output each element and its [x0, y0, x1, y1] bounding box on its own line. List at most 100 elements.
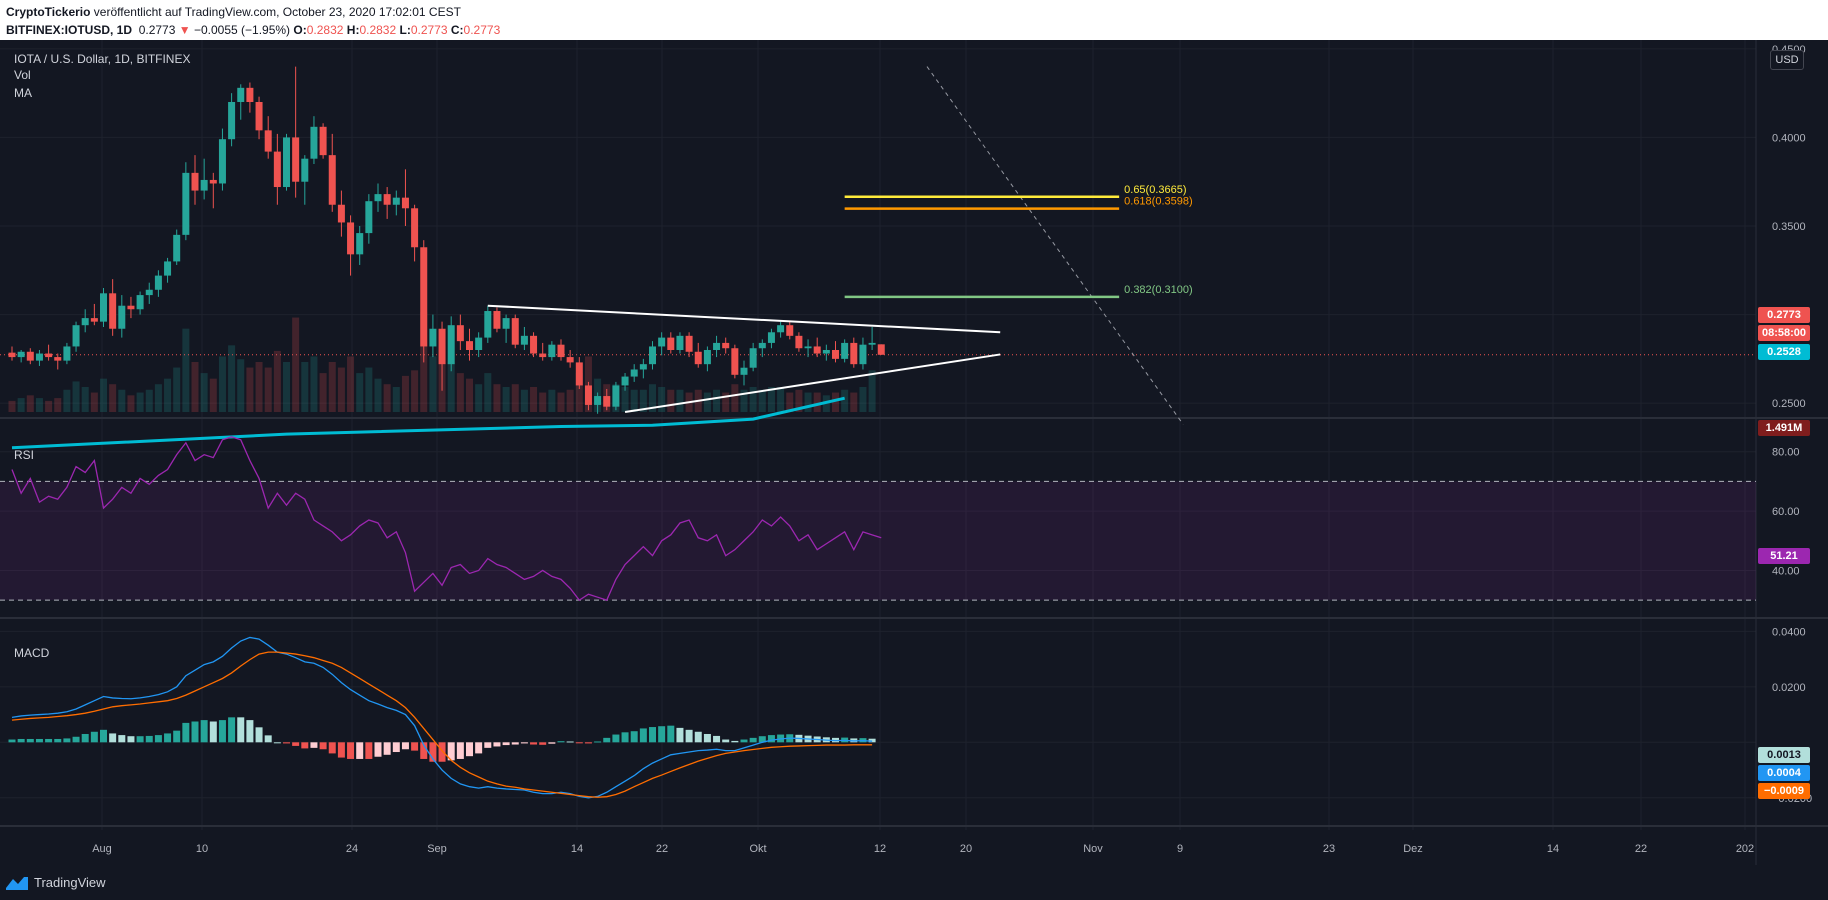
volume-bar: [868, 370, 876, 412]
triangle-upper-line: [487, 304, 1001, 334]
macd-histogram-bar: [749, 737, 757, 743]
time-axis-tick: Dez: [1403, 843, 1423, 855]
macd-histogram-bar: [100, 729, 107, 743]
candle-body: [35, 353, 43, 361]
volume-bar: [511, 384, 519, 412]
macd-axis-tick: 0.0200: [1772, 682, 1806, 694]
macd-histogram-bar: [164, 733, 172, 743]
candle-body: [173, 234, 181, 262]
volume-bar: [228, 345, 236, 412]
macd-histogram-bar: [328, 742, 336, 754]
macd-histogram-bar: [594, 741, 602, 743]
fib-level-label: 0.382(0.3100): [1124, 284, 1193, 296]
macd-histogram-bar: [264, 735, 272, 743]
close-value: 0.2773: [463, 23, 501, 37]
time-axis-tick: 20: [960, 843, 972, 855]
macd-histogram-bar: [90, 731, 98, 743]
volume-bar: [63, 389, 71, 412]
volume-bar: [356, 373, 364, 412]
tradingview-logo-icon: [6, 876, 28, 890]
candle-body: [795, 335, 803, 349]
candle-body: [685, 335, 693, 352]
publisher-name[interactable]: CryptoTickerio: [6, 5, 91, 19]
candle-body: [90, 318, 98, 322]
candle-body: [777, 325, 785, 333]
candle-body: [859, 344, 867, 365]
open-label: O:: [293, 23, 307, 37]
volume-bar: [639, 389, 647, 412]
volume-bar: [26, 395, 34, 412]
ma-line: [11, 396, 845, 450]
macd-histogram-bar: [337, 742, 345, 758]
volume-bar: [8, 400, 16, 412]
price-change: −0.0055 (−1.95%): [193, 23, 291, 37]
macd-histogram-bar: [145, 735, 153, 743]
candle-body: [484, 311, 492, 338]
candle-body: [749, 348, 757, 368]
ma-indicator-label[interactable]: MA: [14, 86, 32, 100]
tradingview-logo[interactable]: TradingView: [6, 875, 106, 890]
macd-histogram-bar: [484, 742, 492, 748]
candle-body: [246, 87, 254, 102]
candle-body: [273, 151, 281, 188]
volume-bar: [484, 373, 492, 412]
candle-body: [218, 139, 226, 184]
candle-body: [54, 357, 62, 361]
volume-bar: [264, 367, 272, 412]
candle-body: [411, 208, 419, 248]
candle-body: [566, 357, 574, 363]
macd-histogram-bar: [118, 735, 126, 743]
macd-histogram-bar: [63, 738, 71, 743]
candle-body: [603, 396, 611, 407]
candle-body: [713, 342, 721, 350]
macd-histogram-bar: [301, 742, 309, 749]
price-axis-tick: 0.2500: [1772, 398, 1806, 410]
rsi-indicator-label[interactable]: RSI: [14, 448, 35, 462]
candle-body: [621, 376, 629, 386]
candle-body: [209, 179, 217, 184]
candle-body: [575, 362, 583, 386]
volume-bar: [255, 362, 263, 412]
volume-indicator-label[interactable]: Vol: [14, 68, 31, 82]
volume-bar: [786, 392, 794, 412]
macd-histogram-bar: [584, 742, 592, 744]
candle-body: [649, 346, 656, 365]
volume-bar: [832, 392, 839, 412]
candle-body: [200, 179, 208, 191]
candle-body: [237, 87, 245, 102]
macd-histogram-bar: [621, 732, 629, 743]
candle-body: [767, 332, 775, 343]
candle-body: [365, 201, 373, 234]
macd-histogram-bar: [548, 742, 556, 744]
volume-bar: [154, 384, 162, 412]
candle-body: [502, 318, 510, 329]
macd-histogram-bar: [868, 738, 876, 743]
chart-canvas[interactable]: 0.45000.40000.35000.30000.2500Aug1024Sep…: [0, 40, 1828, 865]
macd-histogram-bar: [218, 720, 226, 743]
macd-histogram-bar: [456, 742, 464, 759]
macd-axis-tick: 0.0400: [1772, 626, 1806, 638]
macd-indicator-label[interactable]: MACD: [14, 646, 50, 660]
candle-body: [438, 328, 446, 365]
candle-body: [758, 342, 766, 349]
volume-bar: [557, 392, 565, 412]
candle-body: [694, 351, 702, 365]
volume-bar: [374, 378, 382, 412]
published-info: veröffentlicht auf TradingView.com, Octo…: [90, 5, 461, 19]
macd-histogram-bar: [127, 736, 135, 743]
volume-bar: [383, 384, 391, 412]
candle-body: [328, 155, 336, 205]
open-value: 0.2832: [306, 23, 344, 37]
volume-bar: [90, 392, 98, 412]
volume-bar: [447, 362, 455, 412]
candle-body: [154, 275, 162, 290]
time-axis-tick: Sep: [427, 843, 447, 855]
volume-bar: [731, 384, 739, 412]
candle-body: [374, 194, 382, 202]
volume-bar: [401, 375, 409, 412]
low-value: 0.2773: [410, 23, 448, 37]
candle-body: [182, 172, 190, 235]
volume-bar: [466, 378, 473, 412]
currency-button[interactable]: USD: [1770, 50, 1804, 70]
macd-histogram-bar: [319, 742, 327, 750]
